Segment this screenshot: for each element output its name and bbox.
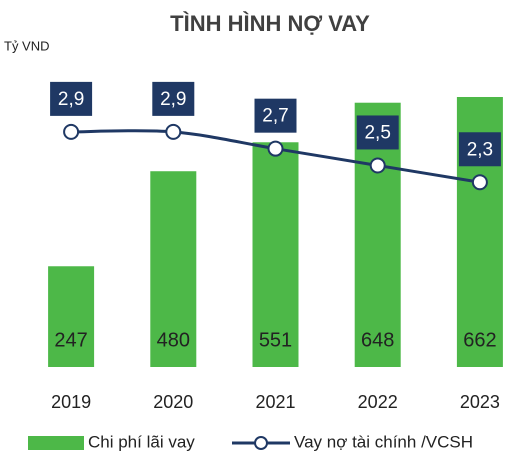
- value-label-box: [152, 81, 195, 116]
- value-label-box: [458, 132, 501, 167]
- line-marker: [267, 140, 284, 157]
- value-label: 2,9: [58, 89, 84, 110]
- bar: [252, 142, 299, 367]
- line-marker: [369, 157, 386, 174]
- bar-value-label: 551: [259, 329, 292, 351]
- y-axis-label: Tỷ VND: [4, 38, 50, 53]
- line-marker: [471, 174, 488, 191]
- bar: [150, 171, 197, 367]
- bar-value-label: 648: [361, 329, 394, 351]
- bar-value-label: 247: [54, 329, 87, 351]
- legend-swatch: [28, 436, 84, 450]
- value-label: 2,7: [262, 106, 288, 127]
- x-tick-label: 2023: [460, 392, 500, 412]
- bar-value-label: 480: [157, 329, 190, 351]
- bar: [48, 266, 95, 367]
- value-label: 2,5: [364, 122, 390, 143]
- x-tick-label: 2022: [358, 392, 398, 412]
- x-tick-label: 2020: [153, 392, 193, 412]
- value-label-box: [50, 81, 93, 116]
- chart-title: TÌNH HÌNH NỢ VAY: [170, 11, 370, 36]
- line-marker: [63, 123, 80, 140]
- value-label: 2,9: [160, 89, 186, 110]
- bar-value-label: 662: [463, 329, 496, 351]
- x-tick-label: 2021: [255, 392, 295, 412]
- value-label-box: [356, 115, 399, 150]
- line-marker: [165, 123, 182, 140]
- x-tick-label: 2019: [51, 392, 91, 412]
- legend-label: Vay nợ tài chính /VCSH: [294, 432, 473, 451]
- value-label-box: [254, 98, 297, 133]
- legend-label: Chi phí lãi vay: [88, 432, 195, 451]
- value-label: 2,3: [467, 139, 493, 160]
- legend-swatch: [254, 436, 268, 450]
